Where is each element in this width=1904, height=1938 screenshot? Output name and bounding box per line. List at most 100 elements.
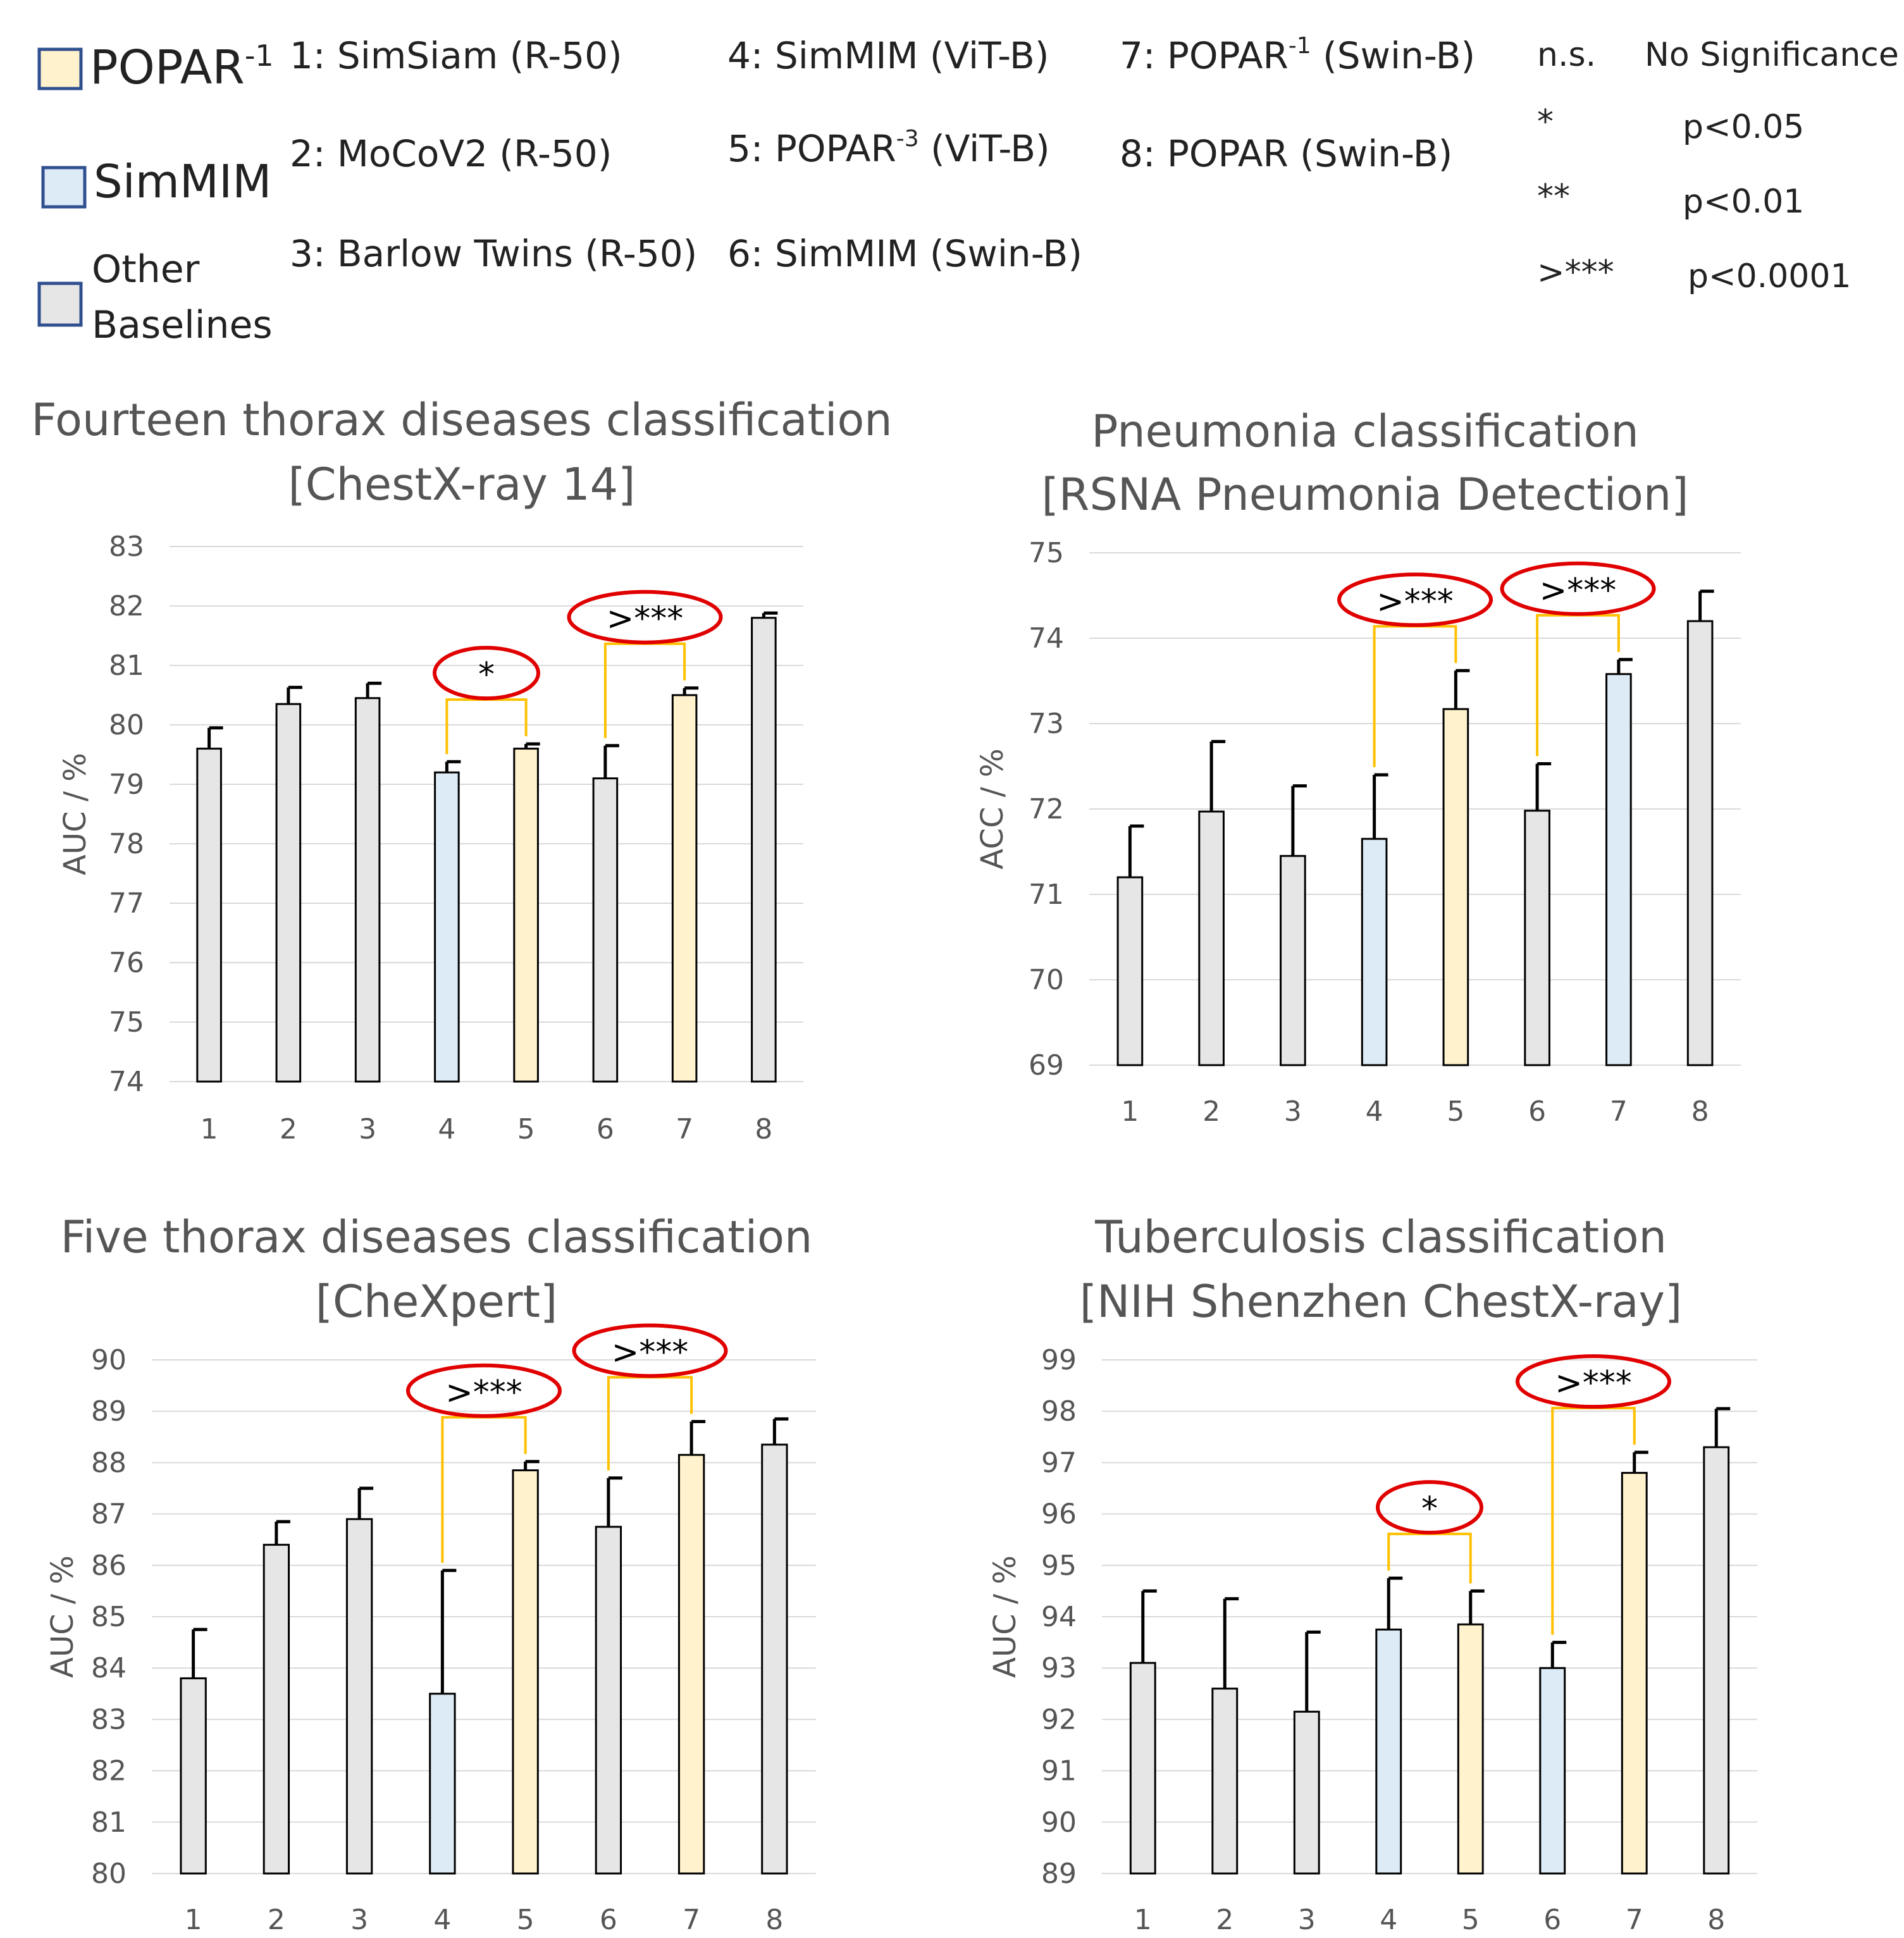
method-7: 7: POPAR-1 (Swin-B) — [1120, 33, 1475, 77]
x-tick-label: 2 — [280, 1113, 297, 1145]
x-tick-label: 4 — [433, 1904, 451, 1936]
y-tick-label: 75 — [109, 1006, 144, 1039]
legend-label-simmim: SimMIM — [94, 155, 271, 208]
y-tick-label: 91 — [1041, 1755, 1077, 1787]
bar-4 — [1375, 1628, 1402, 1875]
significance-bracket — [1387, 1533, 1472, 1584]
bar-4 — [429, 1693, 456, 1875]
y-tick-label: 83 — [109, 531, 144, 563]
chart-title: Fourteen thorax diseases classification — [31, 394, 892, 446]
sig-meaning-1: p<0.05 — [1683, 108, 1804, 146]
y-tick-label: 90 — [91, 1344, 127, 1376]
x-tick-label: 8 — [765, 1904, 783, 1936]
legend-label-popar: POPAR-1 — [90, 39, 274, 95]
y-tick-label: 80 — [109, 709, 144, 741]
bar-2 — [1198, 810, 1225, 1066]
y-tick-label: 81 — [91, 1806, 127, 1839]
x-tick-label: 3 — [1284, 1096, 1302, 1128]
y-tick-label: 90 — [1041, 1806, 1077, 1839]
x-tick-label: 1 — [1134, 1904, 1152, 1936]
bar-6 — [1539, 1667, 1566, 1875]
y-tick-label: 96 — [1041, 1498, 1077, 1531]
significance-ellipse — [1376, 1480, 1483, 1535]
method-1: 1: SimSiam (R-50) — [290, 34, 622, 77]
y-tick-label: 84 — [91, 1652, 127, 1684]
x-tick-label: 2 — [1216, 1904, 1233, 1936]
y-tick-label: 81 — [109, 650, 144, 682]
sig-meaning-3: p<0.0001 — [1688, 257, 1851, 295]
bar-3 — [1293, 1710, 1320, 1875]
significance-ellipse — [1337, 572, 1493, 627]
significance-label: >*** — [612, 1333, 689, 1371]
y-tick-label: 82 — [109, 590, 144, 622]
y-tick-label: 92 — [1041, 1703, 1077, 1736]
chart-subtitle: [NIH Shenzhen ChestX-ray] — [1080, 1276, 1683, 1328]
y-tick-label: 73 — [1029, 708, 1064, 740]
x-tick-label: 5 — [1447, 1096, 1464, 1128]
x-tick-label: 6 — [1528, 1096, 1546, 1128]
chart-subtitle: [RSNA Pneumonia Detection] — [1042, 469, 1689, 521]
legend-swatch-popar — [37, 47, 83, 90]
x-tick-label: 6 — [1543, 1904, 1561, 1936]
legend-swatch-simmim — [41, 166, 87, 209]
method-8: 8: POPAR (Swin-B) — [1120, 132, 1452, 175]
chart-title: Five thorax diseases classification — [61, 1211, 813, 1263]
sig-symbol-2: ** — [1537, 178, 1570, 216]
bar-3 — [1280, 855, 1306, 1066]
significance-label: >*** — [607, 600, 684, 638]
legend-label-other: Other — [92, 247, 200, 292]
sig-meaning-ns: No Significance — [1645, 36, 1899, 74]
x-tick-label: 3 — [1298, 1904, 1316, 1936]
y-tick-label: 99 — [1041, 1344, 1077, 1376]
x-tick-label: 8 — [755, 1113, 772, 1145]
bar-3 — [354, 697, 381, 1083]
chart-shenzhen-tb: Tuberculosis classification [NIH Shenzhen… — [987, 1211, 1757, 1936]
y-tick-label: 88 — [91, 1447, 127, 1479]
method-6: 6: SimMIM (Swin-B) — [727, 232, 1082, 275]
chart-subtitle: [CheXpert] — [316, 1276, 558, 1328]
significance-label: >*** — [445, 1374, 522, 1412]
significance-bracket — [445, 698, 528, 755]
y-tick-label: 89 — [1041, 1858, 1077, 1890]
y-tick-label: 72 — [1029, 793, 1064, 825]
y-tick-label: 74 — [109, 1066, 144, 1098]
y-tick-label: 85 — [91, 1601, 127, 1633]
x-tick-label: 5 — [517, 1113, 535, 1145]
bar-8 — [751, 617, 777, 1083]
x-tick-label: 4 — [1380, 1904, 1397, 1936]
bar-2 — [1211, 1688, 1239, 1875]
y-tick-label: 80 — [91, 1858, 127, 1890]
bar-5 — [1457, 1623, 1484, 1875]
bar-2 — [275, 703, 302, 1083]
legend-swatch-other — [37, 281, 83, 327]
y-tick-label: 83 — [91, 1703, 127, 1736]
sig-symbol-1: * — [1537, 103, 1554, 141]
bar-6 — [595, 1526, 622, 1875]
x-tick-label: 2 — [1202, 1096, 1220, 1128]
method-3: 3: Barlow Twins (R-50) — [290, 232, 697, 275]
y-tick-label: 74 — [1029, 622, 1064, 655]
x-tick-label: 3 — [350, 1904, 368, 1936]
bar-8 — [1703, 1446, 1730, 1875]
y-tick-label: 79 — [109, 768, 144, 801]
x-tick-label: 8 — [1691, 1096, 1709, 1128]
significance-ellipse — [1516, 1354, 1671, 1409]
y-tick-label: 89 — [91, 1395, 127, 1428]
bar-1 — [196, 748, 222, 1083]
bar-1 — [1129, 1662, 1156, 1875]
y-tick-label: 94 — [1041, 1601, 1077, 1633]
y-tick-label: 93 — [1041, 1652, 1077, 1684]
y-tick-label: 70 — [1029, 964, 1064, 996]
bar-5 — [513, 748, 539, 1083]
y-tick-label: 69 — [1029, 1049, 1064, 1082]
significance-label: >*** — [1376, 583, 1454, 620]
y-tick-label: 78 — [109, 828, 144, 860]
y-axis-label: AUC / % — [58, 753, 93, 875]
x-tick-label: 7 — [683, 1904, 700, 1936]
x-tick-label: 8 — [1707, 1904, 1725, 1936]
sig-symbol-ns: n.s. — [1537, 36, 1596, 74]
bar-6 — [1524, 810, 1550, 1066]
bar-4 — [1361, 837, 1388, 1066]
significance-label: * — [1421, 1490, 1438, 1528]
significance-ellipse — [1500, 561, 1656, 616]
